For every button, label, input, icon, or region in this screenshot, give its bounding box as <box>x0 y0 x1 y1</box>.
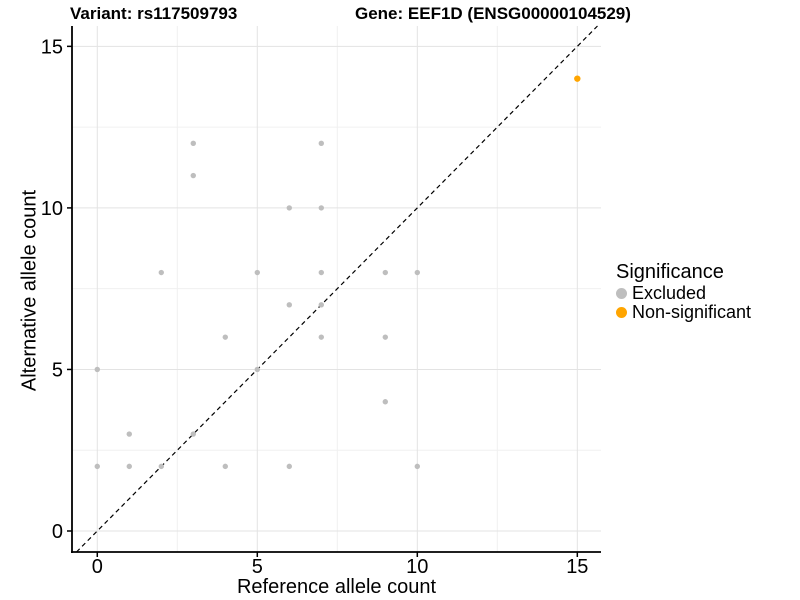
data-point-excluded <box>158 269 164 276</box>
y-axis-title: Alternative allele count <box>18 189 41 392</box>
legend-item-label: Non-significant <box>632 301 752 322</box>
data-point-excluded <box>318 205 324 211</box>
data-point-excluded <box>414 463 421 470</box>
data-point-excluded <box>190 431 196 437</box>
non-significant-dot-icon <box>616 306 627 318</box>
data-point-excluded <box>94 366 100 373</box>
data-point-excluded <box>126 463 132 470</box>
identity-line <box>76 25 598 553</box>
gene-title: Gene: EEF1D (ENSG00000104529) <box>355 4 631 23</box>
data-point-excluded <box>318 334 324 340</box>
data-point-excluded <box>94 463 100 470</box>
x-axis-title: Reference allele count <box>236 576 436 598</box>
excluded-dot-icon <box>616 287 627 299</box>
data-point-excluded <box>318 302 324 308</box>
data-point-excluded <box>222 334 228 340</box>
y-tick-label: 15 <box>41 36 63 58</box>
legend-item-non-significant: Non-significant <box>616 301 752 322</box>
data-point-excluded <box>414 269 421 276</box>
data-point-excluded <box>318 140 324 146</box>
legend-item-label: Excluded <box>632 282 707 303</box>
y-tick-label: 5 <box>52 359 63 381</box>
variant-title: Variant: rs117509793 <box>70 4 238 23</box>
data-point-excluded <box>254 366 260 373</box>
data-point-excluded <box>190 140 196 146</box>
data-point-excluded <box>286 463 292 470</box>
legend-item-excluded: Excluded <box>616 282 751 303</box>
data-point-excluded <box>158 463 164 470</box>
data-point-excluded <box>286 205 292 211</box>
data-point-excluded <box>286 302 292 308</box>
x-tick-label: 10 <box>406 556 428 578</box>
x-tick-label: 0 <box>92 556 103 578</box>
data-point-excluded <box>382 334 389 340</box>
y-tick-label: 0 <box>52 521 63 543</box>
data-point-excluded <box>126 431 132 437</box>
x-tick-label: 15 <box>566 556 588 578</box>
y-tick-label: 10 <box>41 198 63 220</box>
legend-title: Significance <box>616 261 724 283</box>
data-point-excluded <box>190 172 196 179</box>
data-point-excluded <box>254 269 260 276</box>
data-point-excluded <box>318 269 324 276</box>
data-point-excluded <box>382 399 389 405</box>
legend: Significance Excluded Non-significant <box>616 261 752 322</box>
data-point-non-significant <box>574 75 581 82</box>
data-point-excluded <box>382 269 389 276</box>
x-tick-label: 5 <box>252 556 263 578</box>
data-point-excluded <box>222 463 228 470</box>
